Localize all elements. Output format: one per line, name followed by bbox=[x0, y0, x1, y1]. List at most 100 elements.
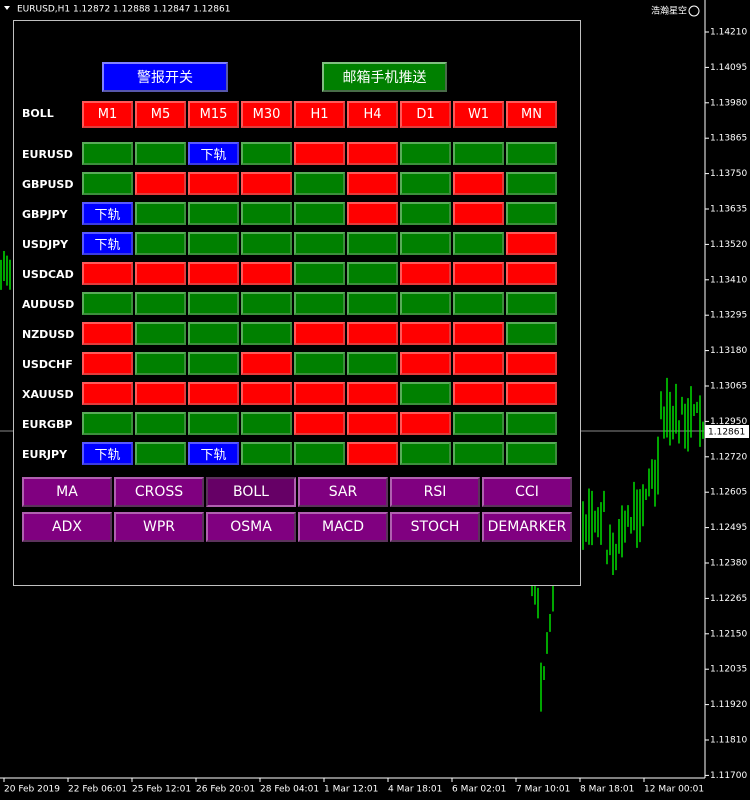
indicator-button[interactable]: ADX bbox=[22, 512, 112, 542]
signal-cell bbox=[294, 172, 345, 195]
price-label: 1.12035 bbox=[710, 665, 747, 675]
indicator-button[interactable]: RSI bbox=[390, 477, 480, 507]
signal-cell bbox=[453, 412, 504, 435]
time-label: 28 Feb 04:01 bbox=[260, 785, 319, 795]
signal-cell bbox=[400, 412, 451, 435]
signal-cell bbox=[82, 142, 133, 165]
price-label: 1.12605 bbox=[710, 488, 747, 498]
current-price-box bbox=[705, 425, 749, 438]
signal-cell bbox=[294, 142, 345, 165]
price-label: 1.13865 bbox=[710, 134, 747, 144]
indicator-button[interactable]: BOLL bbox=[206, 477, 296, 507]
signal-cell bbox=[506, 172, 557, 195]
signal-cell bbox=[347, 322, 398, 345]
push-button[interactable]: 邮箱手机推送 bbox=[322, 62, 447, 92]
indicator-button[interactable]: SAR bbox=[298, 477, 388, 507]
menu-arrow bbox=[4, 6, 10, 10]
signal-cell bbox=[506, 352, 557, 375]
indicator-button[interactable]: DEMARKER bbox=[482, 512, 572, 542]
signal-cell bbox=[135, 382, 186, 405]
price-label: 1.13980 bbox=[710, 98, 747, 108]
signal-cell bbox=[135, 232, 186, 255]
signal-cell bbox=[453, 442, 504, 465]
signal-cell bbox=[400, 202, 451, 225]
indicator-button[interactable]: CROSS bbox=[114, 477, 204, 507]
signal-cell bbox=[506, 142, 557, 165]
signal-cell bbox=[400, 382, 451, 405]
signal-cell bbox=[82, 262, 133, 285]
signal-cell bbox=[294, 292, 345, 315]
signal-cell bbox=[82, 412, 133, 435]
signal-cell bbox=[241, 412, 292, 435]
time-label: 25 Feb 12:01 bbox=[132, 785, 191, 795]
signal-cell bbox=[294, 352, 345, 375]
signal-cell bbox=[453, 382, 504, 405]
price-label: 1.12720 bbox=[710, 452, 747, 462]
signal-cell bbox=[400, 442, 451, 465]
signal-cell bbox=[400, 322, 451, 345]
signal-cell bbox=[347, 142, 398, 165]
price-label: 1.12495 bbox=[710, 523, 747, 533]
symbol-label: USDCHF bbox=[22, 358, 73, 371]
signal-cell bbox=[135, 322, 186, 345]
timeframe-header: M30 bbox=[241, 101, 292, 128]
signal-cell bbox=[347, 382, 398, 405]
timeframe-header: H1 bbox=[294, 101, 345, 128]
price-label: 1.13410 bbox=[710, 275, 747, 285]
signal-cell bbox=[400, 262, 451, 285]
time-label: 4 Mar 18:01 bbox=[388, 785, 442, 795]
symbol-label: XAUUSD bbox=[22, 388, 74, 401]
price-label: 1.12265 bbox=[710, 594, 747, 604]
price-label: 1.14095 bbox=[710, 63, 747, 73]
signal-cell bbox=[294, 382, 345, 405]
signal-cell bbox=[135, 262, 186, 285]
timeframe-header: M5 bbox=[135, 101, 186, 128]
indicator-button[interactable]: CCI bbox=[482, 477, 572, 507]
signal-cell bbox=[188, 352, 239, 375]
timeframe-header: W1 bbox=[453, 101, 504, 128]
signal-cell bbox=[135, 442, 186, 465]
price-label: 1.12380 bbox=[710, 559, 747, 569]
timeframe-header: M1 bbox=[82, 101, 133, 128]
symbol-label: GBPUSD bbox=[22, 178, 74, 191]
signal-cell bbox=[241, 142, 292, 165]
signal-cell bbox=[347, 352, 398, 375]
time-label: 22 Feb 06:01 bbox=[68, 785, 127, 795]
signal-cell bbox=[135, 292, 186, 315]
indicator-button[interactable]: WPR bbox=[114, 512, 204, 542]
signal-cell bbox=[135, 352, 186, 375]
signal-cell bbox=[188, 292, 239, 315]
signal-cell bbox=[294, 442, 345, 465]
symbol-label: AUDUSD bbox=[22, 298, 75, 311]
signal-cell bbox=[241, 232, 292, 255]
indicator-button[interactable]: STOCH bbox=[390, 512, 480, 542]
signal-cell bbox=[188, 232, 239, 255]
time-label: 20 Feb 2019 bbox=[4, 785, 60, 795]
signal-cell bbox=[135, 142, 186, 165]
signal-cell bbox=[188, 202, 239, 225]
indicator-button[interactable]: MA bbox=[22, 477, 112, 507]
signal-cell bbox=[506, 442, 557, 465]
alert-button[interactable]: 警报开关 bbox=[102, 62, 228, 92]
indicator-button[interactable]: OSMA bbox=[206, 512, 296, 542]
signal-cell bbox=[400, 172, 451, 195]
indicator-label: BOLL bbox=[22, 107, 54, 120]
price-label: 1.11810 bbox=[710, 736, 747, 746]
signal-cell bbox=[188, 382, 239, 405]
signal-cell bbox=[453, 292, 504, 315]
signal-cell bbox=[506, 382, 557, 405]
price-label: 1.12950 bbox=[710, 417, 747, 427]
signal-cell bbox=[453, 202, 504, 225]
price-label: 1.14210 bbox=[710, 28, 747, 38]
indicator-button[interactable]: MACD bbox=[298, 512, 388, 542]
signal-cell: 下轨 bbox=[188, 442, 239, 465]
signal-cell bbox=[241, 202, 292, 225]
price-label: 1.13520 bbox=[710, 240, 747, 250]
signal-cell: 下轨 bbox=[82, 232, 133, 255]
signal-cell bbox=[294, 322, 345, 345]
symbol-label: EURJPY bbox=[22, 448, 68, 461]
signal-cell bbox=[506, 262, 557, 285]
signal-cell bbox=[453, 352, 504, 375]
